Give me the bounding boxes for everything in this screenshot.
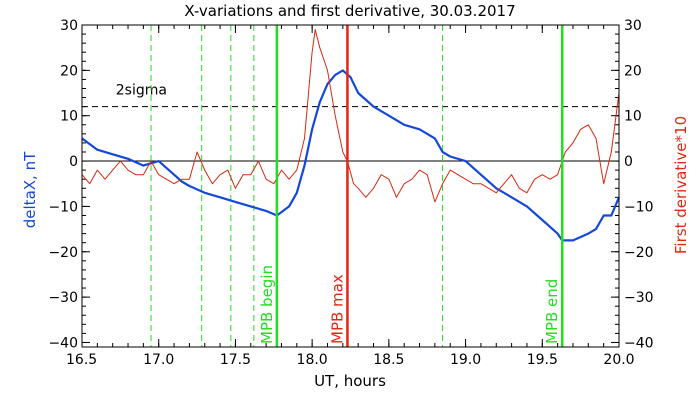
x-axis-title: UT, hours	[314, 372, 386, 390]
y-tick-label-right: −40	[624, 335, 654, 351]
y-tick-label-left: 30	[60, 18, 78, 34]
y-tick-label-left: 10	[60, 109, 78, 125]
y-tick-label-right: 30	[624, 18, 642, 34]
y-tick-label-right: −20	[624, 245, 654, 261]
y-tick-label-left: 0	[69, 154, 78, 170]
y-tick-label-right: 10	[624, 109, 642, 125]
y-tick-label-right: 0	[624, 154, 633, 170]
y-tick-label-left: −30	[48, 290, 78, 306]
plot-area: 16.5 17.0 17.5 18.0 18.5 19.0 19.5 20.0 30 30 20 20…	[48, 18, 653, 368]
marker-label: MPB max	[328, 274, 346, 344]
marker-label: MPB end	[543, 279, 561, 344]
x-tick-label: 18.0	[297, 352, 328, 368]
y-tick-label-right: −30	[624, 290, 654, 306]
plot-frame	[81, 24, 620, 348]
y-tick-label-left: 20	[60, 63, 78, 79]
y-tick-label-left: −10	[48, 199, 78, 215]
threshold-label: 2sigma	[116, 83, 167, 99]
x-tick-label: 17.5	[220, 352, 251, 368]
x-tick-label: 18.5	[373, 352, 404, 368]
y-tick-label-left: −40	[48, 335, 78, 351]
derivative-series-line	[81, 29, 620, 203]
y-axis-title-left: deltaX, nT	[21, 151, 39, 228]
y-tick-label-right: −10	[624, 199, 654, 215]
x-tick-label: 16.5	[66, 352, 97, 368]
y-axis-title-right: First derivative*10	[672, 116, 690, 254]
x-tick-label: 17.0	[143, 352, 174, 368]
y-tick-label-right: 20	[624, 63, 642, 79]
y-tick-label-left: −20	[48, 245, 78, 261]
chart-title: X-variations and first derivative, 30.03…	[184, 2, 515, 20]
x-tick-label: 20.0	[603, 352, 634, 368]
marker-label: MPB begin	[258, 265, 276, 344]
x-tick-label: 19.0	[450, 352, 481, 368]
deltax-series-line	[81, 69, 621, 242]
x-tick-label: 19.5	[527, 352, 558, 368]
